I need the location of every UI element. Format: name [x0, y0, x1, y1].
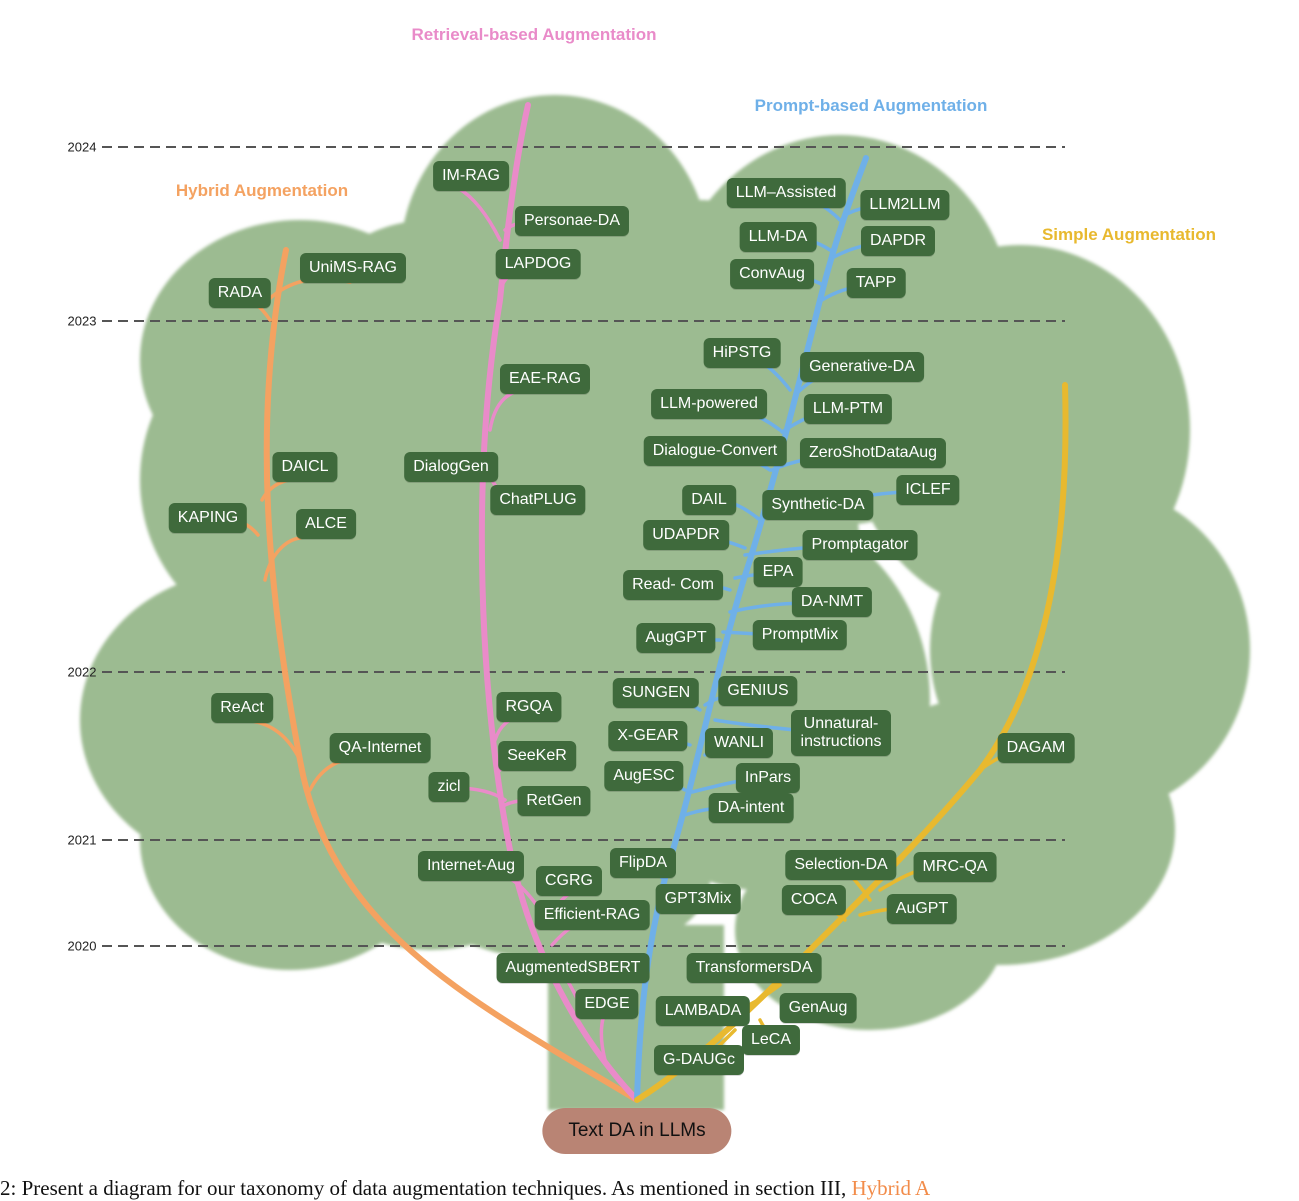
method-node: AugESC: [604, 761, 684, 791]
figure-caption: 2: Present a diagram for our taxonomy of…: [0, 1176, 930, 1201]
method-node: IM-RAG: [433, 161, 509, 191]
year-label-2020: 2020: [67, 938, 97, 954]
method-node: FlipDA: [609, 848, 677, 878]
method-node: X-GEAR: [608, 721, 688, 751]
method-node: CGRG: [536, 866, 602, 896]
root-node: Text DA in LLMs: [542, 1108, 732, 1154]
method-node: LeCA: [741, 1025, 801, 1055]
method-node: Synthetic-DA: [762, 490, 874, 520]
prompt-branch: [713, 718, 797, 732]
method-node: QA-Internet: [329, 733, 431, 763]
method-node: ALCE: [296, 509, 356, 539]
method-node: RADA: [208, 278, 272, 308]
method-node: DAPDR: [860, 226, 936, 256]
method-node: KAPING: [168, 503, 248, 533]
method-node: UDAPDR: [643, 520, 729, 550]
method-node: ChatPLUG: [490, 485, 586, 515]
year-label-2024: 2024: [67, 139, 97, 155]
method-node: RetGen: [517, 786, 591, 816]
method-node: DialogGen: [404, 452, 498, 482]
method-node: SUNGEN: [612, 678, 700, 708]
method-node: Promptagator: [802, 530, 918, 560]
category-label-hybrid: Hybrid Augmentation: [175, 181, 349, 200]
method-node: GPT3Mix: [655, 884, 741, 914]
method-node: LLM-powered: [651, 389, 767, 419]
method-node: LLM-PTM: [803, 394, 893, 424]
method-node: HiPSTG: [703, 338, 781, 368]
method-node: ICLEF: [896, 475, 960, 505]
method-node: DAGAM: [997, 733, 1075, 763]
caption-text: 2: Present a diagram for our taxonomy of…: [0, 1176, 847, 1200]
method-node: InPars: [735, 763, 801, 793]
method-node: GENIUS: [718, 676, 798, 706]
method-node: COCA: [781, 885, 847, 915]
method-node: PromptMix: [752, 620, 848, 650]
method-node: LLM–Assisted: [726, 178, 846, 208]
method-node: LLM-DA: [739, 222, 817, 252]
method-node: WANLI: [704, 728, 774, 758]
year-label-2023: 2023: [67, 313, 97, 329]
method-node: Efficient-RAG: [534, 900, 650, 930]
method-node: Generative-DA: [800, 352, 924, 382]
method-node: ConvAug: [730, 259, 814, 289]
method-node: AugGPT: [636, 623, 716, 653]
method-node: LAMBADA: [655, 996, 751, 1026]
caption-highlight: Hybrid A: [851, 1176, 931, 1200]
method-node: zicl: [428, 772, 470, 802]
category-label-retrieval: Retrieval-based Augmentation: [411, 25, 657, 44]
year-label-2021: 2021: [67, 832, 97, 848]
method-node: Internet-Aug: [417, 851, 525, 881]
method-node: GenAug: [779, 993, 857, 1023]
method-node: EPA: [753, 557, 803, 587]
method-node: MRC-QA: [913, 852, 997, 882]
method-node: TransformersDA: [686, 953, 822, 983]
method-node: Dialogue-Convert: [643, 436, 787, 466]
method-node: DA-intent: [708, 793, 794, 823]
method-node: AugmentedSBERT: [496, 953, 650, 983]
method-node: EDGE: [575, 989, 639, 1019]
method-node: ZeroShotDataAug: [799, 438, 947, 468]
category-label-prompt: Prompt-based Augmentation: [754, 96, 988, 115]
method-node: Read- Com: [623, 570, 723, 600]
method-node: UniMS-RAG: [299, 253, 407, 283]
hybrid-branch: [263, 536, 302, 582]
method-node: LLM2LLM: [860, 190, 950, 220]
method-node: DA-NMT: [791, 587, 873, 617]
method-node: Selection-DA: [785, 850, 897, 880]
method-node: LAPDOG: [495, 249, 581, 279]
method-node: RGQA: [496, 692, 562, 722]
method-node: DAIL: [682, 485, 736, 515]
category-label-simple: Simple Augmentation: [1041, 225, 1217, 244]
method-node: Unnatural-instructions: [791, 710, 891, 756]
method-node: EAE-RAG: [499, 364, 591, 394]
year-label-2022: 2022: [67, 664, 97, 680]
method-node: G-DAUGc: [654, 1045, 744, 1075]
method-node: TAPP: [846, 268, 906, 298]
method-node: ReAct: [211, 693, 273, 723]
method-node: AuGPT: [886, 894, 958, 924]
method-node: Personae-DA: [514, 206, 630, 236]
method-node: SeeKeR: [498, 741, 576, 771]
method-node: DAICL: [272, 452, 338, 482]
